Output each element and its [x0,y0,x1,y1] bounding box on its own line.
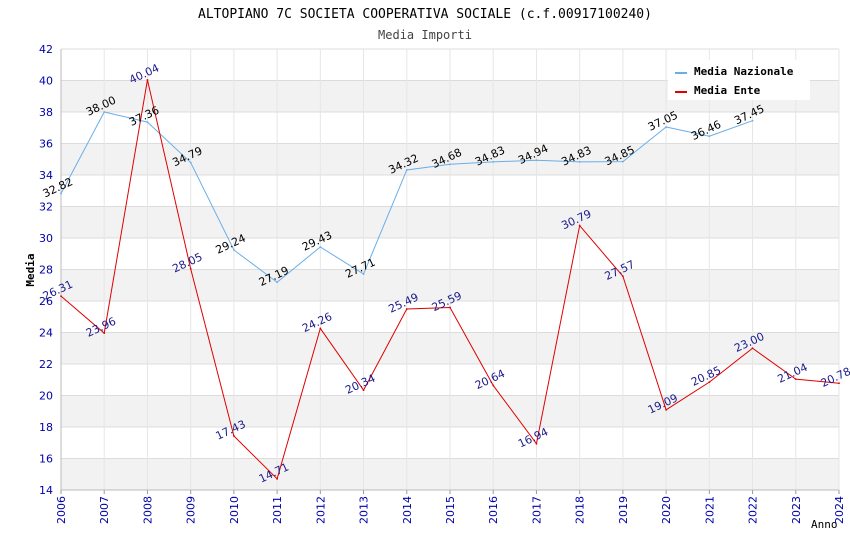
data-point [189,267,192,270]
y-tick-label: 30 [39,232,53,245]
x-tick-label: 2013 [358,496,371,524]
x-tick-label: 2019 [617,496,630,524]
y-tick-label: 36 [39,138,53,151]
data-point [319,246,322,248]
x-tick-label: 2009 [185,496,198,524]
data-label: 21.04 [776,361,810,386]
x-tick-label: 2006 [55,496,68,524]
x-tick-label: 2011 [271,496,284,524]
data-point [232,435,235,437]
data-point [492,384,495,387]
legend-label-media-ente: Media Ente [694,84,761,97]
data-point [708,381,711,384]
data-label: 24.26 [300,310,334,335]
legend-label-media-nazionale: Media Nazionale [694,65,794,78]
data-label: 20.85 [689,364,723,389]
x-axis-label: Anno [811,518,838,531]
data-point [838,382,840,385]
x-tick-label: 2008 [141,496,154,524]
y-tick-labels: 14 16 18 20 22 24 26 28 30 32 34 36 38 40 42 [39,43,53,497]
y-tick-label: 28 [39,264,53,277]
x-tick-label: 2007 [98,496,111,524]
y-tick-label: 32 [39,201,53,214]
data-point [146,78,149,81]
y-tick-label: 42 [39,43,53,56]
y-tick-label: 38 [39,106,53,119]
series-lines [60,78,840,480]
data-point [492,161,495,163]
y-tick-label: 26 [39,295,53,308]
data-point [578,161,581,163]
x-tick-label: 2010 [228,496,241,524]
y-axis-label: Media [24,253,37,286]
data-point [621,160,624,163]
x-tick-label: 2014 [401,496,414,524]
data-point [60,295,62,298]
data-label: 20.64 [473,367,507,392]
data-point [751,347,754,350]
y-tick-label: 24 [39,327,53,340]
y-tick-label: 20 [39,390,53,403]
data-point [621,275,624,278]
x-tick-label: 2012 [314,496,327,524]
data-point [449,306,451,309]
data-label: 36.46 [689,118,723,143]
data-label: 16.94 [516,425,550,450]
chart-title: ALTOPIANO 7C SOCIETA COOPERATIVA SOCIALE… [198,7,652,22]
data-label: 20.78 [819,365,850,390]
x-tick-label: 2015 [444,496,457,524]
x-tick-label: 2018 [574,496,587,524]
x-tick-label: 2022 [747,496,760,524]
data-point [362,273,365,275]
data-point [189,161,192,164]
data-point [665,408,668,411]
y-tick-label: 18 [39,421,53,434]
data-point [535,442,538,445]
y-tick-label: 16 [39,453,53,466]
x-tick-label: 2023 [790,496,803,524]
data-point [665,126,668,128]
legend: Media Nazionale Media Ente [668,60,810,100]
y-tick-label: 14 [39,484,53,497]
data-point [362,389,365,392]
x-tick-label: 2021 [703,496,716,524]
chart-subtitle: Media Importi [378,28,472,42]
x-tick-labels: 2006 2007 2008 2009 2010 2011 2012 2013 2014 2015… [55,496,846,524]
data-point [751,119,754,122]
data-point [60,192,62,195]
y-tick-label: 34 [39,169,53,182]
data-label: 20.34 [343,372,377,397]
data-point [708,135,711,138]
data-point [276,281,279,284]
data-point [103,111,106,113]
data-point [232,249,235,251]
data-point [535,159,538,162]
legend-box [668,60,810,100]
data-point [146,121,149,123]
data-point [405,308,408,310]
data-point [319,327,322,330]
data-point [103,332,106,335]
data-point [794,378,797,381]
x-tick-label: 2020 [660,496,673,524]
x-tick-label: 2024 [833,496,846,524]
data-point [405,169,408,171]
y-tick-label: 40 [39,75,53,88]
data-point [449,163,451,166]
axes [60,49,840,494]
x-tick-label: 2017 [530,496,543,524]
x-tick-label: 2016 [487,496,500,524]
y-tick-label: 22 [39,358,53,371]
data-point [276,477,279,480]
data-point [578,224,581,227]
